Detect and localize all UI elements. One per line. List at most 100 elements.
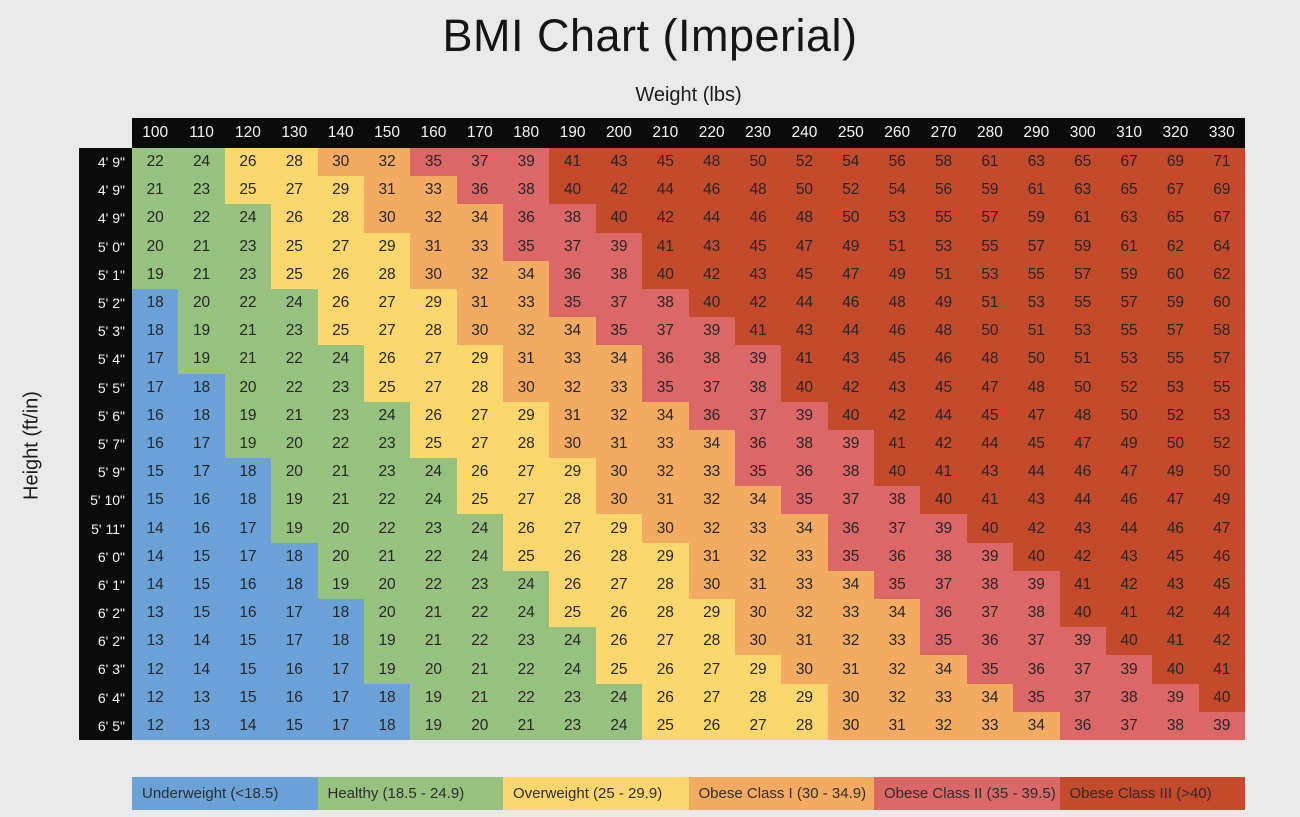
bmi-cell: 36 xyxy=(688,401,735,430)
bmi-cell: 25 xyxy=(456,486,503,515)
bmi-cell: 57 xyxy=(1013,232,1060,261)
weight-header-row: 100 110 120 130 140 150 160 170 180 190 200 210 220 2… xyxy=(132,118,1245,148)
bmi-cell: 29 xyxy=(549,458,596,487)
bmi-cell: 35 xyxy=(503,232,550,261)
bmi-cell: 59 xyxy=(966,176,1014,205)
bmi-cell: 21 xyxy=(132,176,179,205)
bmi-cell: 50 xyxy=(966,317,1014,346)
bmi-cell: 31 xyxy=(827,655,874,684)
bmi-cell: 18 xyxy=(317,599,364,628)
bmi-cell: 30 xyxy=(595,458,643,487)
bmi-cell: 28 xyxy=(271,148,318,177)
bmi-cell: 15 xyxy=(178,599,225,628)
bmi-cell: 17 xyxy=(271,627,318,656)
bmi-cell: 33 xyxy=(595,373,643,402)
bmi-cell: 63 xyxy=(1059,176,1106,205)
bmi-cell: 38 xyxy=(595,260,643,289)
bmi-cell: 37 xyxy=(688,373,735,402)
bmi-cell: 26 xyxy=(688,711,735,740)
legend-item-label: Overweight (25 - 29.9) xyxy=(513,785,663,802)
bmi-cell: 14 xyxy=(132,514,179,543)
bmi-cell: 44 xyxy=(1059,486,1106,515)
bmi-cell: 30 xyxy=(688,570,735,600)
bmi-cell: 15 xyxy=(224,627,272,656)
bmi-cell: 18 xyxy=(178,401,225,430)
bmi-cell: 40 xyxy=(1013,542,1060,571)
bmi-cell: 52 xyxy=(1105,373,1153,402)
bmi-cell: 18 xyxy=(317,627,364,656)
bmi-cell: 15 xyxy=(271,711,318,740)
bmi-cell: 23 xyxy=(363,429,411,459)
bmi-cell: 24 xyxy=(503,570,550,600)
bmi-cell: 26 xyxy=(549,542,596,571)
bmi-cell: 38 xyxy=(1013,599,1060,628)
bmi-cell: 19 xyxy=(410,683,457,712)
bmi-cell: 51 xyxy=(966,288,1014,318)
bmi-cell: 28 xyxy=(642,599,689,628)
weight-header-cell: 310 xyxy=(1116,124,1142,141)
bmi-cell: 32 xyxy=(874,655,921,684)
bmi-cell: 56 xyxy=(920,176,967,205)
legend-item: Overweight (25 - 29.9) xyxy=(503,777,689,810)
bmi-cell: 30 xyxy=(734,627,782,656)
bmi-cell: 55 xyxy=(1198,373,1245,402)
bmi-cell: 22 xyxy=(363,514,411,543)
bmi-cell: 29 xyxy=(595,514,643,543)
bmi-cell: 29 xyxy=(503,401,550,430)
bmi-cell: 38 xyxy=(920,542,967,571)
bmi-cell: 44 xyxy=(920,401,967,430)
bmi-cell: 35 xyxy=(920,627,967,656)
bmi-cell: 31 xyxy=(642,486,689,515)
bmi-cell: 21 xyxy=(224,317,272,346)
bmi-cell: 29 xyxy=(456,345,503,374)
bmi-cell: 33 xyxy=(410,176,457,205)
bmi-cell: 38 xyxy=(966,570,1014,600)
bmi-cell: 40 xyxy=(781,373,828,402)
bmi-cell: 26 xyxy=(317,260,364,289)
bmi-cell: 50 xyxy=(1198,458,1245,487)
bmi-cell: 22 xyxy=(503,683,550,712)
bmi-cell: 28 xyxy=(456,373,503,402)
bmi-cell: 33 xyxy=(827,599,874,628)
bmi-cell: 46 xyxy=(688,176,735,205)
bmi-cell: 23 xyxy=(456,570,503,600)
bmi-cell: 32 xyxy=(920,711,967,740)
bmi-cell: 46 xyxy=(920,345,967,374)
bmi-cell: 22 xyxy=(224,288,272,318)
weight-header-cell: 260 xyxy=(884,124,911,141)
bmi-cell: 48 xyxy=(966,345,1014,374)
bmi-cell: 37 xyxy=(920,570,967,600)
bmi-cell: 27 xyxy=(456,401,503,430)
bmi-cell: 59 xyxy=(1013,204,1060,233)
bmi-cell: 15 xyxy=(178,570,225,600)
bmi-cell: 37 xyxy=(874,514,921,543)
bmi-cell: 42 xyxy=(1198,627,1245,656)
bmi-cell: 46 xyxy=(1105,486,1153,515)
bmi-cell: 21 xyxy=(456,683,503,712)
bmi-cell: 67 xyxy=(1198,204,1245,233)
bmi-cell: 38 xyxy=(734,373,782,402)
bmi-cell: 47 xyxy=(1013,401,1060,430)
bmi-cell: 49 xyxy=(920,288,967,318)
bmi-cell: 30 xyxy=(595,486,643,515)
bmi-cell: 42 xyxy=(1152,599,1199,628)
bmi-cell: 24 xyxy=(317,345,364,374)
height-header-cell: 5' 2" xyxy=(97,295,125,312)
bmi-cell: 18 xyxy=(178,373,225,402)
bmi-cell: 30 xyxy=(456,317,503,346)
bmi-cell: 45 xyxy=(1152,542,1199,571)
bmi-cell: 24 xyxy=(456,542,503,571)
bmi-cell: 39 xyxy=(1013,570,1060,600)
height-header-cell: 6' 2" xyxy=(97,605,125,622)
bmi-cell: 22 xyxy=(410,570,457,600)
legend-item: Obese Class II (35 - 39.5) xyxy=(874,777,1060,810)
bmi-cell: 17 xyxy=(317,655,364,684)
bmi-cell: 27 xyxy=(595,570,643,600)
bmi-cell: 27 xyxy=(503,486,550,515)
bmi-cell: 53 xyxy=(966,260,1014,289)
bmi-cell: 13 xyxy=(132,627,179,656)
bmi-cell: 48 xyxy=(688,148,735,177)
bmi-cell: 20 xyxy=(271,429,318,459)
bmi-cell: 28 xyxy=(503,429,550,459)
height-header-cell: 6' 5" xyxy=(97,717,125,734)
